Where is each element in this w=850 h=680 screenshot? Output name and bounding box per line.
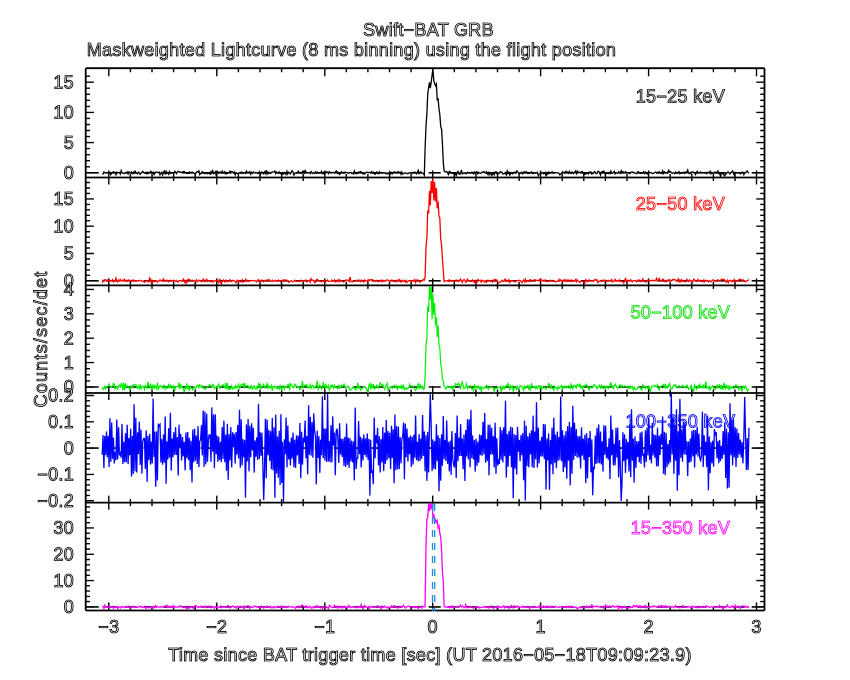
svg-text:20: 20 [53,544,74,564]
svg-text:3: 3 [64,304,74,324]
svg-text:15−350 keV: 15−350 keV [631,518,731,538]
svg-text:0: 0 [64,597,74,617]
svg-text:4: 4 [64,280,74,300]
svg-text:10: 10 [53,216,74,236]
svg-text:−0.2: −0.2 [37,491,74,511]
svg-text:25−50 keV: 25−50 keV [636,194,725,214]
svg-text:15: 15 [53,72,74,92]
svg-text:Maskweighted Lightcurve (8 ms: Maskweighted Lightcurve (8 ms binning) u… [87,40,616,60]
svg-text:0: 0 [64,271,74,291]
svg-text:10: 10 [53,571,74,591]
svg-text:−1: −1 [314,617,335,637]
svg-text:15: 15 [53,189,74,209]
svg-text:Time since BAT trigger time [s: Time since BAT trigger time [sec] (UT 20… [168,645,692,665]
svg-text:0.2: 0.2 [48,386,74,406]
svg-text:50−100 keV: 50−100 keV [631,303,731,323]
svg-text:0: 0 [64,438,74,458]
svg-text:3: 3 [751,617,761,637]
svg-text:10: 10 [53,103,74,123]
svg-text:0: 0 [428,617,438,637]
svg-text:0: 0 [64,163,74,183]
svg-text:2: 2 [643,617,653,637]
svg-text:0.1: 0.1 [48,412,74,432]
svg-text:−0.1: −0.1 [37,465,74,485]
svg-text:Counts/sec/det: Counts/sec/det [31,271,51,408]
svg-text:−3: −3 [98,617,119,637]
svg-text:2: 2 [64,328,74,348]
svg-text:30: 30 [53,518,74,538]
svg-text:1: 1 [64,353,74,373]
svg-text:15−25 keV: 15−25 keV [636,86,725,106]
svg-text:−2: −2 [206,617,227,637]
svg-text:5: 5 [64,244,74,264]
svg-text:Swift−BAT GRB: Swift−BAT GRB [363,20,494,40]
svg-text:0: 0 [64,377,74,397]
svg-text:5: 5 [64,133,74,153]
svg-text:1: 1 [535,617,545,637]
